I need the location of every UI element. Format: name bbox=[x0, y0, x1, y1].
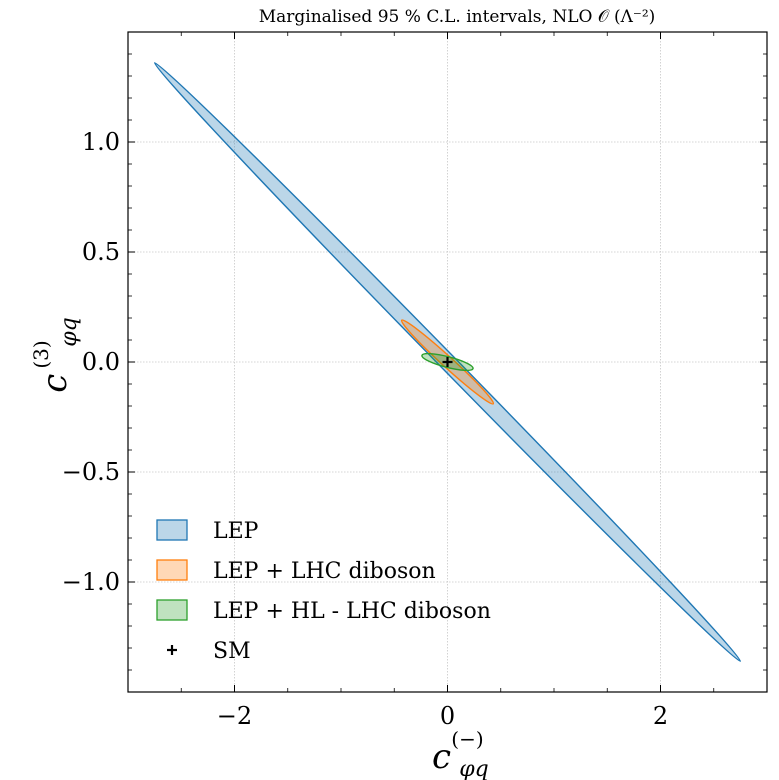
x-axis-label: c (−) φq bbox=[432, 727, 489, 780]
svg-text:c (3) φq: c (3) φq bbox=[29, 317, 82, 393]
legend-label: LEP + LHC diboson bbox=[213, 559, 436, 584]
y-tick-label: −0.5 bbox=[62, 458, 120, 486]
x-tick-label: 0 bbox=[440, 702, 455, 730]
ticks: −2 0 2 −1.0 −0.5 0.0 0.5 1.0 bbox=[62, 31, 768, 730]
x-tick-label: 2 bbox=[653, 702, 668, 730]
y-axis-label: c (3) φq bbox=[29, 317, 82, 393]
legend-swatch bbox=[156, 599, 188, 621]
y-axis-label-base: c bbox=[35, 374, 75, 393]
x-tick-label: −2 bbox=[217, 702, 252, 730]
legend-label: SM bbox=[213, 639, 251, 664]
x-axis-label-sup: (−) bbox=[451, 727, 483, 751]
y-axis-label-sub: φq bbox=[57, 317, 82, 347]
y-tick-label: 0.5 bbox=[82, 238, 120, 266]
points-layer bbox=[442, 357, 453, 367]
x-axis-label-base: c bbox=[432, 737, 451, 777]
svg-text:c (−) φq: c (−) φq bbox=[432, 727, 489, 780]
y-axis-label-sup: (3) bbox=[29, 340, 53, 368]
legend-label: LEP + HL - LHC diboson bbox=[213, 599, 491, 624]
chart-title: Marginalised 95 % C.L. intervals, NLO 𝒪 … bbox=[259, 7, 656, 27]
legend-swatch bbox=[156, 519, 188, 541]
y-tick-label: 1.0 bbox=[82, 128, 120, 156]
legend: LEP LEP + LHC diboson LEP + HL - LHC dibos… bbox=[156, 519, 491, 664]
y-tick-label: 0.0 bbox=[82, 348, 120, 376]
x-axis-label-sub: φq bbox=[459, 757, 489, 780]
marker-sm bbox=[442, 357, 453, 367]
legend-label: LEP bbox=[213, 519, 259, 544]
legend-swatch bbox=[156, 559, 188, 581]
y-tick-label: −1.0 bbox=[62, 568, 120, 596]
